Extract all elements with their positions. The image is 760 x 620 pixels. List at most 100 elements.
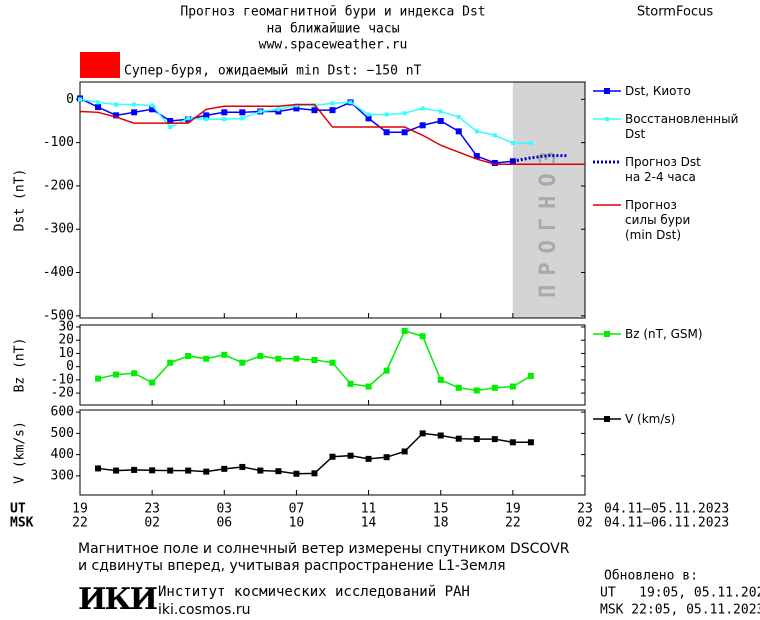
data-point	[275, 108, 282, 115]
data-point	[348, 100, 353, 105]
updated-msk: MSK 22:05, 05.11.2023	[600, 603, 760, 618]
legend-label: Dst, Киото	[625, 84, 691, 98]
data-point	[203, 112, 210, 119]
plot-frame	[79, 409, 586, 496]
legend-label: Bz (nT, GSM)	[625, 327, 703, 341]
data-point	[239, 109, 246, 116]
data-point	[240, 116, 245, 121]
data-point	[258, 109, 263, 114]
data-point	[365, 383, 372, 390]
data-point	[402, 111, 407, 116]
x-tick-label: 23	[144, 502, 160, 517]
data-point	[455, 435, 462, 442]
site: iki.cosmos.ru	[158, 602, 250, 618]
x-tick-label: 23	[577, 502, 593, 517]
msk-range: 04.11–06.11.2023	[604, 516, 729, 531]
data-point	[167, 359, 174, 366]
data-point	[257, 353, 264, 360]
data-point	[509, 439, 516, 446]
x-tick-label: 02	[577, 516, 593, 531]
title: Прогноз геомагнитной бури и индекса Dst	[180, 5, 485, 20]
y-tick-label: -300	[43, 222, 74, 237]
data-point	[528, 141, 533, 146]
legend-label: Восстановленный Dst	[625, 112, 739, 141]
series-line	[79, 103, 585, 166]
brand: StormFocus	[637, 5, 713, 20]
x-tick-label: 18	[433, 516, 449, 531]
y-tick-label: 500	[51, 426, 74, 441]
legend-label: V (km/s)	[625, 412, 676, 426]
forecast-region	[512, 82, 585, 318]
data-point	[491, 159, 498, 166]
data-point	[221, 465, 228, 472]
data-point	[95, 375, 102, 382]
series-line	[97, 432, 531, 475]
data-point	[275, 355, 282, 362]
y-tick-label: -20	[51, 386, 74, 401]
x-tick-label: 15	[433, 502, 449, 517]
data-point	[437, 376, 444, 383]
forecast-label: ПРОГНОЗ	[536, 142, 561, 298]
y-tick-label: 0	[66, 92, 74, 107]
data-point	[239, 359, 246, 366]
data-point	[438, 109, 443, 114]
data-point	[149, 106, 156, 113]
storm-swatch	[80, 52, 120, 78]
data-point	[437, 117, 444, 124]
data-point	[365, 115, 372, 122]
y-axis-label: Dst (nT)	[13, 169, 28, 232]
x-tick-label: 02	[144, 516, 160, 531]
data-point	[383, 367, 390, 374]
y-tick-label: -400	[43, 265, 74, 280]
data-point	[294, 103, 299, 108]
storm-label: Супер-буря, ожидаемый min Dst: −150 nT	[124, 64, 422, 79]
data-point	[401, 129, 408, 136]
data-point	[95, 465, 102, 472]
x-tick-label: 19	[505, 502, 521, 517]
data-point	[131, 466, 138, 473]
data-point	[113, 371, 120, 378]
data-point	[419, 122, 426, 129]
data-point	[95, 104, 102, 111]
data-point	[419, 333, 426, 340]
data-point	[491, 384, 498, 391]
data-point	[311, 470, 318, 477]
data-point	[437, 432, 444, 439]
subtitle: на ближайшие часы	[266, 22, 399, 37]
data-point	[311, 357, 318, 364]
url: www.spaceweather.ru	[259, 38, 408, 53]
data-point	[527, 372, 534, 379]
legend-marker	[604, 331, 610, 337]
msk-label: MSK	[10, 516, 34, 531]
data-point	[401, 448, 408, 455]
data-point	[330, 101, 335, 106]
data-point	[204, 117, 209, 122]
data-point	[491, 436, 498, 443]
data-point	[276, 107, 281, 112]
x-tick-label: 11	[361, 502, 377, 517]
legend-label: Прогноз силы бури (min Dst)	[625, 198, 691, 242]
x-tick-label: 03	[216, 502, 232, 517]
data-point	[455, 128, 462, 135]
y-tick-label: 0	[66, 359, 74, 374]
data-point	[347, 452, 354, 459]
institute: Институт космических исследований РАН	[158, 584, 470, 600]
data-point	[329, 359, 336, 366]
y-tick-label: -100	[43, 135, 74, 150]
data-point	[185, 353, 192, 360]
data-point	[167, 467, 174, 474]
ut-range: 04.11–05.11.2023	[604, 502, 729, 517]
data-point	[150, 103, 155, 108]
data-point	[131, 109, 138, 116]
data-point	[132, 102, 137, 107]
data-point	[239, 463, 246, 470]
data-point	[401, 327, 408, 334]
data-point	[473, 436, 480, 443]
data-point	[149, 379, 156, 386]
x-tick-label: 22	[505, 516, 521, 531]
data-point	[347, 380, 354, 387]
data-point	[203, 355, 210, 362]
data-point	[185, 467, 192, 474]
